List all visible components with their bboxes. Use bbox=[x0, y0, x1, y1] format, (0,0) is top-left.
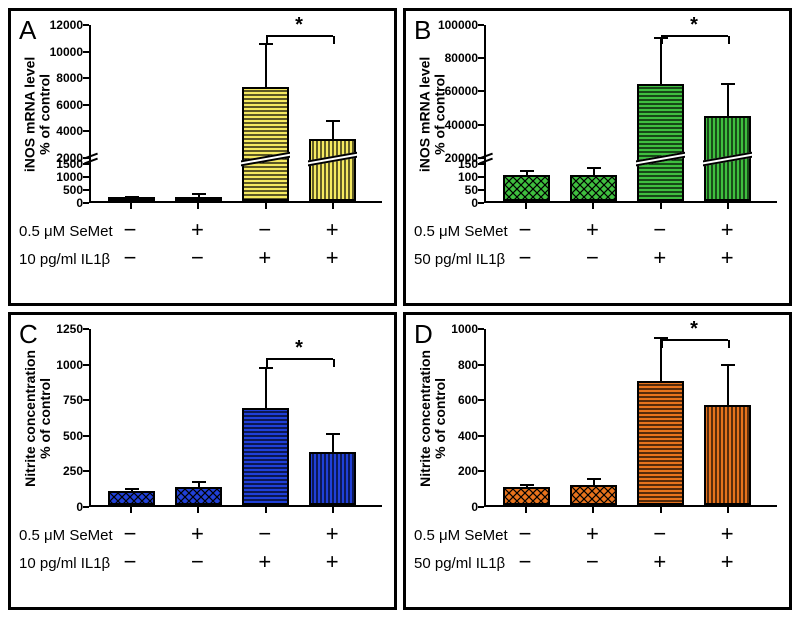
y-tick-label: 12000 bbox=[50, 18, 83, 32]
y-tick-label: 0 bbox=[471, 196, 478, 210]
significance-star: * bbox=[690, 14, 698, 37]
condition-value: − bbox=[191, 549, 204, 575]
condition-value: + bbox=[721, 217, 734, 243]
condition-value: − bbox=[519, 217, 532, 243]
y-tick-label: 500 bbox=[63, 429, 83, 443]
y-tick-label: 60000 bbox=[445, 84, 478, 98]
y-tick-label: 500 bbox=[63, 183, 83, 197]
panel-C: CNitrite concentration% of control025050… bbox=[8, 312, 397, 610]
condition-value: − bbox=[586, 549, 599, 575]
y-tick-label: 1000 bbox=[56, 170, 83, 184]
condition-value: − bbox=[519, 245, 532, 271]
bar bbox=[637, 381, 684, 505]
condition-rows: 0.5 μM SeMet−+−+50 pg/ml IL1β−−++ bbox=[412, 217, 777, 273]
condition-value: + bbox=[258, 549, 271, 575]
y-tick-label: 0 bbox=[471, 500, 478, 514]
axis-break bbox=[479, 154, 493, 164]
condition-value: − bbox=[124, 245, 137, 271]
bar bbox=[175, 487, 222, 506]
condition-value: + bbox=[586, 521, 599, 547]
y-tick-label: 0 bbox=[76, 500, 83, 514]
condition-value: − bbox=[653, 217, 666, 243]
condition-value: + bbox=[653, 245, 666, 271]
y-tick-label: 600 bbox=[458, 393, 478, 407]
condition-value: + bbox=[721, 549, 734, 575]
bar bbox=[309, 452, 356, 505]
condition-rows: 0.5 μM SeMet−+−+10 pg/ml IL1β−−++ bbox=[17, 521, 382, 577]
condition-value: + bbox=[721, 245, 734, 271]
condition-value: − bbox=[519, 521, 532, 547]
y-tick-label: 8000 bbox=[56, 71, 83, 85]
chart-area: * bbox=[89, 329, 382, 507]
y-ticks: 02004006008001000 bbox=[406, 329, 482, 507]
condition-rows: 0.5 μM SeMet−+−+10 pg/ml IL1β−−++ bbox=[17, 217, 382, 273]
bar bbox=[309, 139, 356, 201]
condition-value: + bbox=[721, 521, 734, 547]
y-tick-label: 20000 bbox=[445, 151, 478, 165]
y-tick-label: 4000 bbox=[56, 124, 83, 138]
condition-value: + bbox=[586, 217, 599, 243]
y-tick-label: 80000 bbox=[445, 51, 478, 65]
panel-A: AiNOS mRNA level% of control050010001500… bbox=[8, 8, 397, 306]
significance-star: * bbox=[295, 337, 303, 360]
y-tick-label: 1250 bbox=[56, 322, 83, 336]
y-tick-label: 2000 bbox=[56, 151, 83, 165]
y-tick-label: 100 bbox=[458, 170, 478, 184]
panel-B: BiNOS mRNA level% of control050100150200… bbox=[403, 8, 792, 306]
y-tick-label: 10000 bbox=[50, 45, 83, 59]
y-tick-label: 50 bbox=[465, 183, 478, 197]
bar bbox=[503, 175, 550, 201]
y-tick-label: 200 bbox=[458, 464, 478, 478]
y-tick-label: 1000 bbox=[56, 358, 83, 372]
y-tick-label: 250 bbox=[63, 464, 83, 478]
condition-value: − bbox=[124, 521, 137, 547]
condition-value: + bbox=[326, 217, 339, 243]
condition-value: + bbox=[653, 549, 666, 575]
bar bbox=[637, 84, 684, 201]
bar bbox=[570, 175, 617, 201]
bar bbox=[503, 487, 550, 505]
y-tick-label: 800 bbox=[458, 358, 478, 372]
y-ticks: 05010015020000400006000080000100000 bbox=[406, 25, 482, 203]
y-tick-label: 750 bbox=[63, 393, 83, 407]
bar bbox=[242, 87, 289, 201]
condition-value: − bbox=[519, 549, 532, 575]
panel-D: DNitrite concentration% of control020040… bbox=[403, 312, 792, 610]
y-tick-label: 0 bbox=[76, 196, 83, 210]
significance-star: * bbox=[690, 318, 698, 341]
condition-value: + bbox=[191, 521, 204, 547]
condition-value: − bbox=[124, 549, 137, 575]
bar bbox=[570, 485, 617, 505]
condition-value: − bbox=[653, 521, 666, 547]
y-ticks: 025050075010001250 bbox=[11, 329, 87, 507]
condition-value: − bbox=[191, 245, 204, 271]
condition-value: + bbox=[258, 245, 271, 271]
condition-value: − bbox=[258, 521, 271, 547]
condition-value: + bbox=[326, 521, 339, 547]
y-tick-label: 100000 bbox=[438, 18, 478, 32]
condition-value: + bbox=[326, 245, 339, 271]
condition-value: − bbox=[258, 217, 271, 243]
chart-area: * bbox=[89, 25, 382, 203]
axis-break bbox=[84, 154, 98, 164]
y-tick-label: 400 bbox=[458, 429, 478, 443]
y-tick-label: 1000 bbox=[451, 322, 478, 336]
y-tick-label: 40000 bbox=[445, 118, 478, 132]
chart-area: * bbox=[484, 329, 777, 507]
significance-star: * bbox=[295, 14, 303, 37]
bar bbox=[108, 491, 155, 505]
chart-area: * bbox=[484, 25, 777, 203]
condition-value: − bbox=[124, 217, 137, 243]
y-tick-label: 6000 bbox=[56, 98, 83, 112]
condition-value: − bbox=[586, 245, 599, 271]
condition-rows: 0.5 μM SeMet−+−+50 pg/ml IL1β−−++ bbox=[412, 521, 777, 577]
condition-value: + bbox=[326, 549, 339, 575]
bar bbox=[242, 408, 289, 505]
y-ticks: 05001000150020004000600080001000012000 bbox=[11, 25, 87, 203]
bar bbox=[704, 405, 751, 505]
condition-value: + bbox=[191, 217, 204, 243]
